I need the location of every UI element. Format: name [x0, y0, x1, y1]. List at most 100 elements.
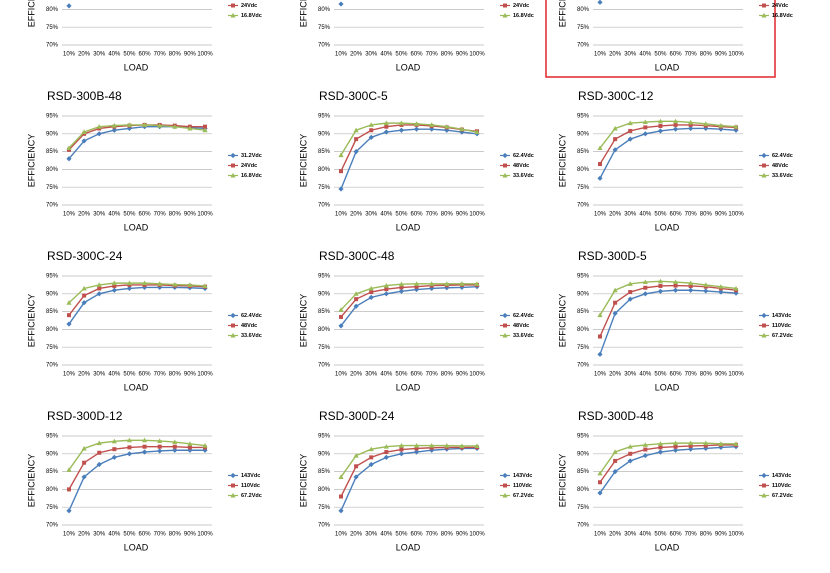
chart: RSD-300C-12 70% 75% 80% 85% 90% 95% 10% 20% 30% 40… [557, 89, 792, 232]
marker [733, 290, 739, 296]
marker [383, 454, 389, 460]
marker [612, 147, 618, 153]
x-tick-label: 30% [365, 52, 378, 58]
x-tick-label: 100% [469, 372, 485, 378]
chart: RSD-300D-5 70% 75% 80% 85% 90% 95% 10% 20% 30% 40%… [557, 249, 792, 392]
marker [142, 444, 147, 449]
marker [384, 124, 389, 129]
marker [353, 291, 359, 296]
x-axis-label: LOAD [124, 62, 149, 72]
marker [96, 124, 102, 129]
y-tick-label: 85% [318, 309, 331, 315]
x-tick-label: 20% [350, 532, 363, 538]
marker [444, 443, 450, 448]
x-tick-label: 50% [654, 52, 667, 58]
marker [688, 283, 693, 288]
x-tick-label: 10% [63, 532, 76, 538]
marker [172, 281, 178, 287]
y-tick-label: 95% [318, 274, 331, 280]
marker [230, 12, 236, 18]
y-tick-label: 95% [318, 434, 331, 440]
x-tick-label: 10% [335, 212, 348, 218]
marker [187, 445, 192, 450]
x-tick-label: 30% [93, 52, 106, 58]
x-tick-label: 70% [426, 212, 439, 218]
marker [339, 169, 343, 174]
x-tick-label: 60% [411, 52, 424, 58]
chart: 70%75%80%10% 20% 30% 40% 50% 60% 70% 80% 90% 100%… [557, 0, 793, 72]
marker [202, 443, 208, 448]
x-tick-label: 40% [380, 372, 393, 378]
y-tick-label: 85% [46, 309, 59, 315]
x-tick-label: 80% [700, 52, 713, 58]
marker [384, 450, 389, 455]
marker [97, 450, 102, 455]
marker [429, 285, 435, 292]
x-tick-label: 50% [395, 212, 408, 218]
marker [628, 290, 633, 295]
x-tick-label: 40% [380, 532, 393, 538]
x-tick-label: 10% [63, 52, 76, 58]
y-axis-label: EFFICIENCY [557, 134, 567, 188]
marker [474, 281, 480, 286]
legend-label: 48Vdc [772, 163, 788, 169]
marker [612, 287, 618, 293]
marker [398, 127, 405, 133]
marker [231, 323, 235, 328]
x-tick-label: 60% [139, 52, 152, 58]
marker [733, 285, 739, 291]
marker [383, 283, 389, 288]
marker [642, 442, 648, 447]
marker [642, 279, 648, 285]
marker [703, 440, 709, 446]
marker [231, 163, 235, 168]
marker [657, 118, 664, 124]
x-axis-label: LOAD [396, 382, 421, 392]
y-tick-label: 75% [318, 25, 331, 31]
legend-label: 110Vdc [772, 323, 791, 329]
marker [413, 121, 420, 126]
marker [111, 280, 117, 286]
marker [658, 123, 663, 128]
marker [503, 3, 507, 8]
x-tick-label: 50% [123, 52, 136, 58]
y-tick-label: 75% [577, 505, 590, 511]
marker [399, 447, 404, 452]
x-tick-label: 90% [184, 212, 197, 218]
legend-label: 33.6Vdc [513, 333, 534, 339]
marker [597, 351, 603, 357]
marker [503, 323, 507, 328]
x-axis-label: LOAD [124, 382, 149, 392]
marker [230, 472, 236, 479]
y-tick-label: 80% [46, 487, 59, 493]
series-line [599, 289, 737, 355]
chart-title: RSD-300D-24 [319, 409, 395, 423]
marker [111, 127, 117, 133]
x-tick-label: 60% [670, 52, 683, 58]
marker [703, 121, 709, 126]
series-line [599, 280, 737, 316]
marker [354, 297, 359, 302]
y-tick-label: 75% [318, 505, 331, 511]
series-line [599, 444, 736, 483]
y-tick-label: 95% [46, 114, 59, 120]
y-tick-label: 85% [46, 469, 59, 475]
marker [338, 1, 344, 7]
y-tick-label: 70% [577, 363, 590, 369]
series-line [68, 449, 205, 512]
y-tick-label: 80% [577, 487, 590, 493]
marker [111, 287, 117, 293]
marker [703, 445, 709, 452]
chart-title: RSD-300C-24 [47, 249, 123, 263]
y-tick-label: 90% [318, 291, 331, 297]
marker [414, 284, 419, 289]
y-tick-label: 80% [577, 7, 590, 13]
marker [459, 281, 465, 286]
series-line [340, 128, 478, 190]
x-tick-label: 10% [335, 532, 348, 538]
marker [353, 303, 359, 309]
x-tick-label: 80% [700, 532, 713, 538]
y-tick-label: 90% [46, 451, 59, 457]
marker [688, 443, 693, 448]
y-tick-label: 75% [577, 345, 590, 351]
